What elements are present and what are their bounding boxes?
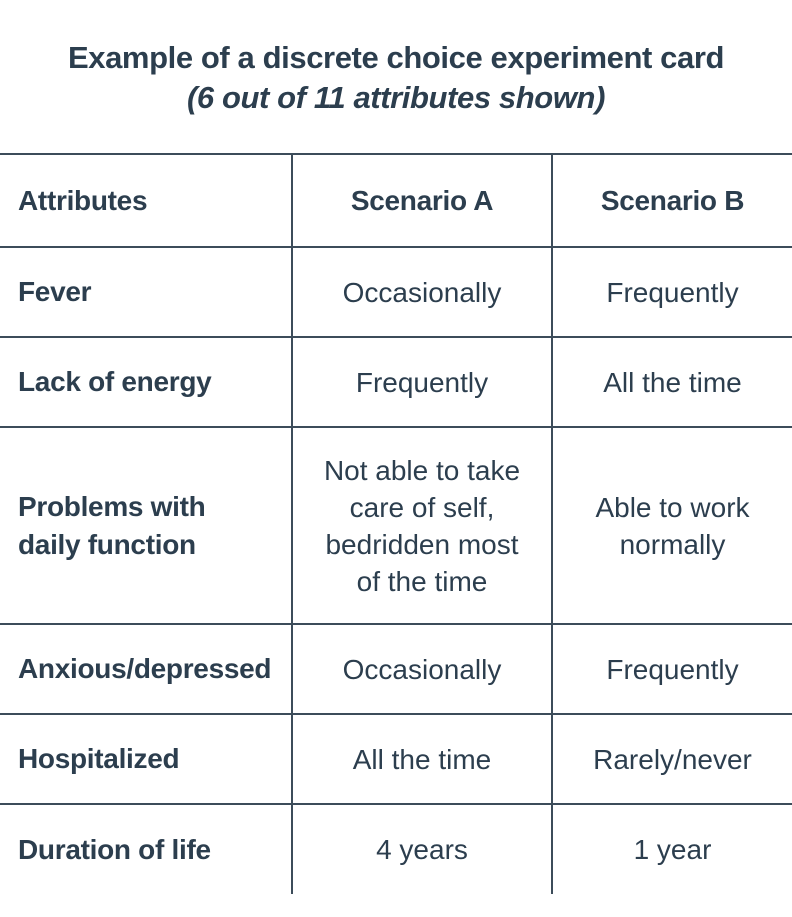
scenario-a-value: All the time xyxy=(292,713,553,804)
table-row: Lack of energy Frequently All the time xyxy=(0,336,792,427)
scenario-b-value: Able to work normally xyxy=(552,426,792,624)
table-header-row: Attributes Scenario A Scenario B xyxy=(0,153,792,247)
card-title-block: Example of a discrete choice experiment … xyxy=(0,38,792,118)
scenario-b-value: 1 year xyxy=(552,803,792,894)
table-row: Anxious/depressed Occasionally Frequentl… xyxy=(0,623,792,714)
attribute-label: Hospitalized xyxy=(0,713,293,804)
attribute-label: Anxious/depressed xyxy=(0,623,293,714)
table-row: Hospitalized All the time Rarely/never xyxy=(0,713,792,804)
header-scenario-a: Scenario A xyxy=(292,153,553,247)
header-attributes: Attributes xyxy=(0,153,293,247)
table-row: Duration of life 4 years 1 year xyxy=(0,803,792,894)
scenario-b-value: Rarely/never xyxy=(552,713,792,804)
header-scenario-b: Scenario B xyxy=(552,153,792,247)
card-title: Example of a discrete choice experiment … xyxy=(67,40,725,75)
scenario-a-value: Frequently xyxy=(292,336,553,427)
card-subtitle: (6 out of 11 attributes shown) xyxy=(187,80,605,115)
attribute-label: Lack of energy xyxy=(0,336,293,427)
attribute-label: Fever xyxy=(0,246,293,337)
table-row: Problems with daily function Not able to… xyxy=(0,426,792,624)
scenario-a-value: Occasionally xyxy=(292,246,553,337)
choice-card-table: Attributes Scenario A Scenario B Fever O… xyxy=(0,153,792,894)
attribute-label: Duration of life xyxy=(0,803,293,894)
scenario-b-value: Frequently xyxy=(552,246,792,337)
scenario-a-value: 4 years xyxy=(292,803,553,894)
scenario-b-value: All the time xyxy=(552,336,792,427)
attribute-label: Problems with daily function xyxy=(0,426,293,624)
scenario-b-value: Frequently xyxy=(552,623,792,714)
scenario-a-value: Not able to take care of self, bedridden… xyxy=(292,426,553,624)
scenario-a-value: Occasionally xyxy=(292,623,553,714)
table-row: Fever Occasionally Frequently xyxy=(0,246,792,337)
